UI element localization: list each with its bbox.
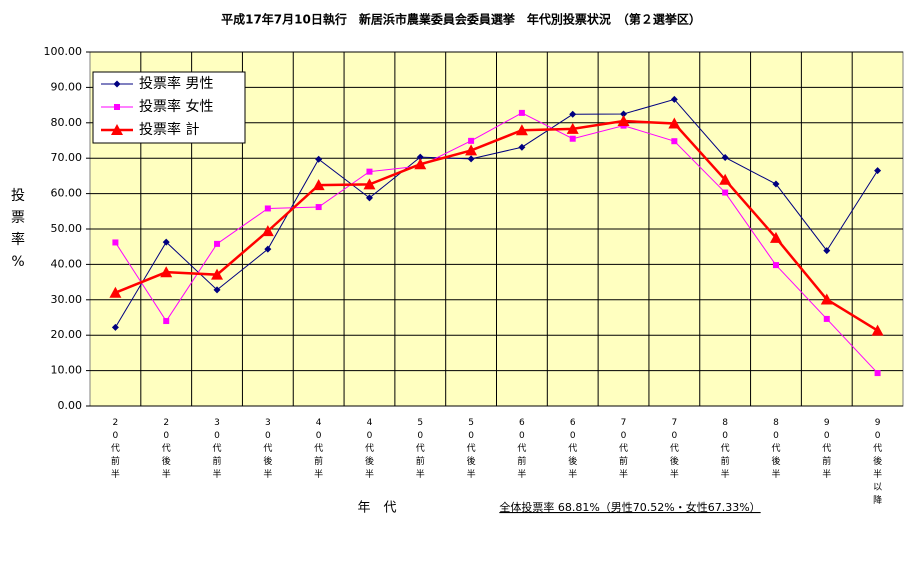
y-tick-label: 60.00 xyxy=(51,187,83,200)
point xyxy=(261,225,274,237)
point xyxy=(109,286,122,298)
x-tick-label: 3 0 代後半 xyxy=(263,418,272,480)
y-tick-label: 10.00 xyxy=(51,364,83,377)
y-tick-label: 100.00 xyxy=(44,45,83,58)
x-tick-label: 9 0 代前半 xyxy=(822,418,831,480)
chart-title: 平成17年7月10日執行 新居浜市農業委員会委員選挙 年代別投票状況 （第２選挙… xyxy=(221,12,701,27)
series-line xyxy=(114,112,878,374)
x-tick-label: 8 0 代後半 xyxy=(771,418,780,480)
point xyxy=(620,110,628,118)
point xyxy=(264,205,271,212)
point xyxy=(772,262,779,269)
x-tick-label: 4 0 代前半 xyxy=(314,418,323,480)
x-tick-label: 6 0 代後半 xyxy=(568,418,577,480)
point xyxy=(874,167,882,175)
point xyxy=(772,180,780,188)
point xyxy=(213,286,221,294)
point xyxy=(163,318,170,325)
point xyxy=(211,268,224,280)
point xyxy=(670,95,678,103)
point xyxy=(569,110,577,118)
point xyxy=(315,204,322,211)
y-tick-label: 0.00 xyxy=(58,399,83,412)
point xyxy=(820,293,833,305)
y-tick-label: 20.00 xyxy=(51,328,83,341)
x-tick-label: 7 0 代後半 xyxy=(670,418,679,480)
point xyxy=(769,231,782,243)
legend-label: 投票率 男性 xyxy=(139,75,213,92)
series-line xyxy=(114,119,879,332)
x-tick-label: 7 0 代前半 xyxy=(619,418,628,480)
x-tick-label: 4 0 代後半 xyxy=(365,418,374,480)
legend-label: 投票率 計 xyxy=(139,121,199,138)
y-tick-label: 80.00 xyxy=(51,116,83,129)
point xyxy=(160,266,173,278)
y-tick-label: 50.00 xyxy=(51,222,83,235)
x-tick-label: 2 0 代後半 xyxy=(162,418,171,480)
x-tick-label: 8 0 代前半 xyxy=(721,418,730,480)
x-tick-label: 6 0 代前半 xyxy=(517,418,526,480)
point xyxy=(465,144,478,156)
point xyxy=(416,153,424,161)
point xyxy=(162,238,170,246)
x-tick-label: 5 0 代後半 xyxy=(467,418,476,480)
point xyxy=(363,178,376,190)
point xyxy=(315,155,323,163)
legend-marker xyxy=(111,124,123,135)
point xyxy=(722,189,729,196)
y-tick-label: 30.00 xyxy=(51,293,83,306)
x-tick-label: 5 0 代前半 xyxy=(416,418,425,480)
point xyxy=(874,370,881,377)
y-tick-label: 40.00 xyxy=(51,257,83,270)
point xyxy=(264,245,272,253)
x-tick-label: 2 0 代前半 xyxy=(111,418,120,480)
x-tick-label: 9 0 代後半以降 xyxy=(873,418,882,506)
point xyxy=(467,155,475,163)
y-tick-label: 90.00 xyxy=(51,80,83,93)
point xyxy=(823,315,830,322)
point xyxy=(111,323,119,331)
point xyxy=(518,143,526,151)
point xyxy=(366,168,373,175)
point xyxy=(112,239,119,246)
point xyxy=(871,324,884,336)
point xyxy=(515,124,528,136)
point xyxy=(414,158,427,170)
point xyxy=(823,247,831,255)
legend-marker xyxy=(113,80,121,88)
y-axis-label: 投票率% xyxy=(11,188,25,270)
point xyxy=(617,115,630,127)
point xyxy=(365,194,373,202)
x-tick-label: 3 0 代前半 xyxy=(213,418,222,480)
point xyxy=(721,153,729,161)
point xyxy=(668,117,681,129)
point xyxy=(518,109,525,116)
point xyxy=(312,179,325,191)
y-tick-label: 70.00 xyxy=(51,151,83,164)
legend-label: 投票率 女性 xyxy=(139,98,213,115)
point xyxy=(214,240,221,247)
point xyxy=(719,173,732,185)
point xyxy=(566,122,579,134)
point xyxy=(569,135,576,142)
series-line xyxy=(114,98,879,328)
legend-marker xyxy=(114,104,120,110)
annotation: 全体投票率 68.81%（男性70.52%・女性67.33%） xyxy=(499,500,760,514)
point xyxy=(671,138,678,145)
x-axis-label: 年 代 xyxy=(357,501,396,516)
point xyxy=(468,137,475,144)
